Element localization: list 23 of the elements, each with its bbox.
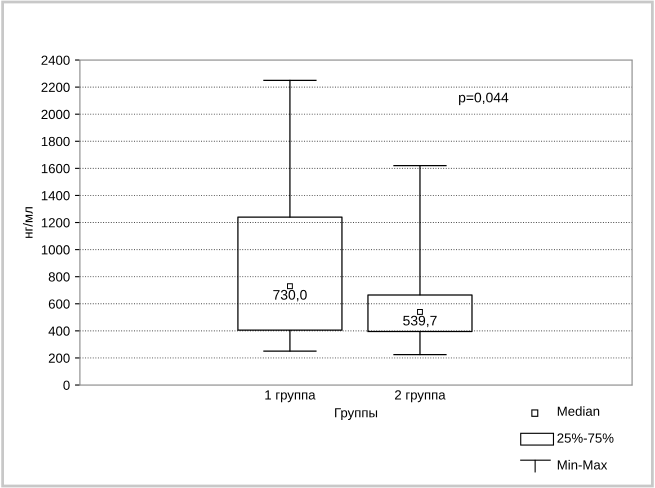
y-tick-label: 200	[48, 354, 70, 363]
y-tick-label: 1400	[42, 191, 70, 200]
y-tick-label: 2400	[42, 56, 70, 65]
y-tick-label: 1200	[42, 218, 70, 228]
y-tick-label: 600	[48, 299, 70, 309]
y-tick-label: 400	[48, 326, 70, 336]
x-axis-title: Группы	[335, 408, 378, 420]
y-tick-label: 0	[63, 380, 70, 390]
y-tick-label: 1800	[42, 136, 70, 146]
y-tick-label: 2200	[42, 82, 70, 92]
text: 25%-75%	[557, 433, 614, 443]
annotation: p=0,044	[459, 92, 508, 106]
y-tick-label: 2000	[42, 110, 70, 120]
x-tick-label: 2 группа	[395, 390, 446, 402]
y-tick-label: 1600	[42, 164, 70, 174]
annotation: 539,7	[403, 316, 437, 328]
annotation: 730,0	[273, 290, 307, 302]
x-tick-label: 1 группа	[265, 390, 316, 402]
text: Min-Max	[558, 460, 608, 470]
text: Median	[558, 406, 600, 416]
y-tick-label: 800	[48, 272, 70, 282]
y-axis-title: нг/мл	[22, 207, 33, 238]
y-tick-label: 1000	[42, 245, 70, 255]
